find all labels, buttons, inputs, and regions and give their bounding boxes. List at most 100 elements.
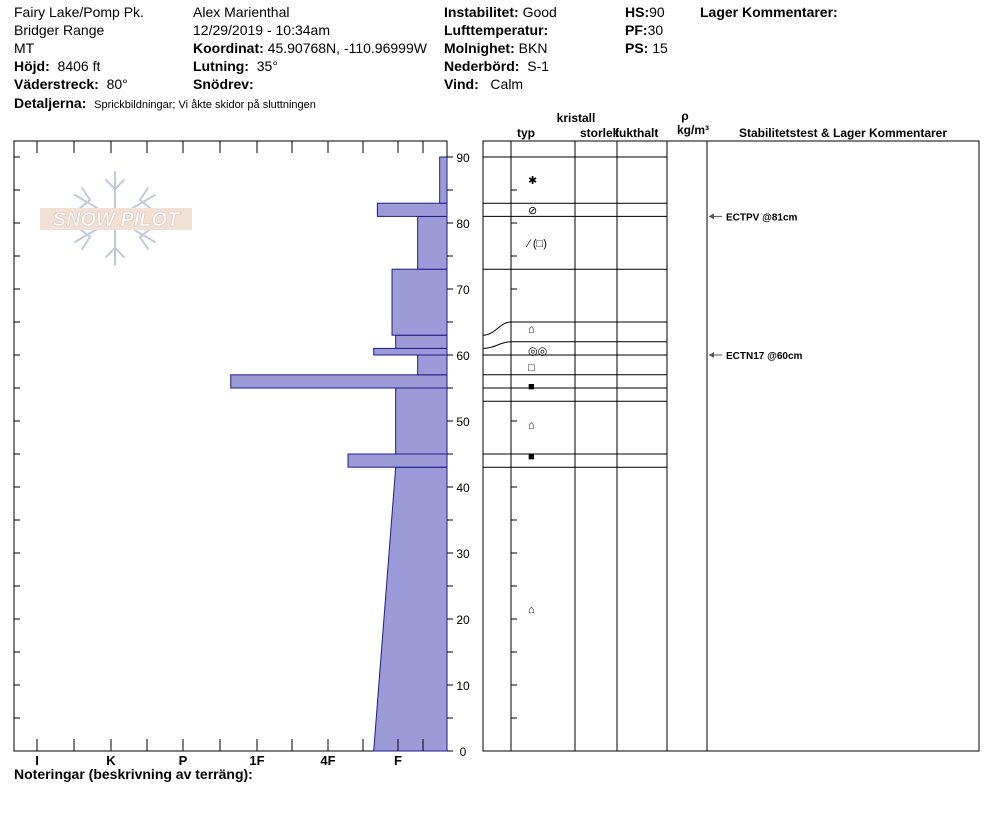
header-datetime: 12/29/2019 - 10:34am	[193, 21, 330, 39]
grain-type-symbol: ⌂	[528, 604, 535, 616]
layer-connector	[482, 321, 512, 336]
header-hs: HS:90	[625, 3, 665, 21]
grain-type-symbol: ■	[528, 381, 535, 393]
profile-layer-8	[417, 215, 448, 270]
y-tick-label: 50	[456, 415, 470, 429]
hs-label: HS:	[625, 4, 650, 20]
profile-layer-6	[395, 334, 448, 349]
header-instability: Instabilitet: Good	[444, 3, 557, 21]
coord-label: Koordinat:	[193, 40, 264, 56]
header-rho: ρ	[681, 109, 688, 123]
ps-value: 15	[652, 40, 668, 56]
header-wind: Vind: Calm	[444, 75, 523, 93]
wind-value: Calm	[490, 76, 524, 92]
profile-layer-2	[395, 387, 448, 455]
header-aspect: Väderstreck: 80°	[14, 75, 128, 93]
drift-label: Snödrev:	[193, 76, 254, 92]
header-range: Bridger Range	[14, 21, 104, 39]
aspect-label: Väderstreck:	[14, 76, 99, 92]
header-state: MT	[14, 39, 34, 57]
precip-label: Nederbörd:	[444, 58, 520, 74]
range: Bridger Range	[14, 22, 105, 38]
x-tick-label: K	[106, 753, 116, 768]
pf-label: PF:	[625, 22, 648, 38]
slope-label: Lutning:	[193, 58, 249, 74]
hardness-profile	[230, 156, 448, 752]
header-sky: Molnighet: BKN	[444, 39, 547, 57]
profile-layer-7	[391, 268, 448, 336]
y-tick-label: 90	[456, 151, 470, 165]
grain-type-symbol: ⁄ (□)	[525, 238, 547, 250]
y-tick-label: 0	[460, 745, 467, 759]
grain-type-symbol: ■	[528, 451, 535, 463]
test-arrowhead	[709, 213, 714, 220]
header-stability: Stabilitetstest & Lager Kommentarer	[739, 126, 947, 140]
header-coordinates: Koordinat: 45.90768N, -110.96999W	[193, 39, 427, 57]
hs-value: 90	[649, 4, 665, 20]
x-tick-label: F	[394, 753, 402, 768]
stability-test-label: ECTN17 @60cm	[726, 351, 803, 362]
header-ps: PS: 15	[625, 39, 668, 57]
sky-value: BKN	[518, 40, 548, 56]
location: Fairy Lake/Pomp Pk.	[14, 4, 144, 20]
test-arrowhead	[709, 352, 714, 358]
hardness-axis: I K P 1F 4F F	[35, 141, 424, 768]
ps-label: PS:	[625, 40, 649, 56]
y-tick-label: 80	[456, 217, 470, 231]
profile-layer-1	[347, 453, 448, 468]
aspect-value: 80°	[106, 76, 128, 92]
x-tick-label: I	[35, 753, 39, 768]
header-drift: Snödrev:	[193, 75, 254, 93]
header-airtemp: Lufttemperatur:	[444, 21, 548, 39]
header-density-unit: kg/m³	[677, 123, 709, 137]
pf-value: 30	[647, 22, 664, 38]
height-axis: 0 10 20 30 40 50 60 70 80 90	[14, 151, 517, 759]
datetime: 12/29/2019 - 10:34am	[193, 22, 330, 38]
instability-label: Instabilitet:	[444, 4, 519, 20]
header-moisture: fukthalt	[615, 126, 658, 140]
header-layer-comments: Lager Kommentarer:	[700, 3, 838, 21]
layer-table-frame	[482, 140, 980, 752]
grain-type-symbol: ✱	[528, 175, 537, 187]
grain-type-symbol: ⌂	[528, 324, 535, 336]
details-value: Sprickbildningar; Vi åkte skidor på slut…	[94, 99, 316, 111]
state: MT	[14, 40, 35, 56]
layer-comments-label: Lager Kommentarer:	[700, 4, 838, 20]
x-tick-label: 1F	[249, 753, 264, 768]
logo-text: SNOW PILOT	[53, 209, 181, 231]
airtemp-label: Lufttemperatur:	[444, 22, 549, 38]
wind-label: Vind:	[444, 76, 479, 92]
instability-value: Good	[522, 4, 557, 20]
slope-value: 35°	[256, 58, 278, 74]
profile-layer-3	[230, 374, 448, 389]
stability-test-label: ECTPV @81cm	[726, 212, 798, 223]
notes-label: Noteringar (beskrivning av terräng):	[14, 766, 253, 782]
header-crystal: kristall	[557, 111, 596, 125]
y-tick-label: 60	[456, 349, 470, 363]
profile-layer-10	[439, 156, 448, 204]
y-tick-label: 20	[456, 613, 470, 627]
snowpilot-logo: SNOW PILOT	[40, 171, 192, 266]
header-pf: PF:30	[625, 21, 663, 39]
y-tick-label: 10	[456, 679, 470, 693]
header-slope: Lutning: 35°	[193, 57, 278, 75]
precip-value: S-1	[527, 58, 550, 74]
header-elevation: Höjd: 8406 ft	[14, 57, 100, 75]
header-location: Fairy Lake/Pomp Pk.	[14, 3, 144, 21]
header-observer: Alex Marienthal	[193, 3, 290, 21]
x-tick-label: 4F	[320, 753, 335, 768]
profile-layer-4	[417, 354, 448, 376]
profile-layer-9	[376, 202, 448, 217]
y-tick-label: 70	[456, 283, 470, 297]
layer-table: ✱ ⊘ ⁄ (□) ⌂ ◎◎ □ ■ ⌂ ■ ⌂ ECTPV @81cm ECTN17 @60cm	[482, 156, 803, 616]
grain-type-symbol: ⊘	[528, 205, 537, 217]
header-precip: Nederbörd: S-1	[444, 57, 549, 75]
y-tick-label: 30	[456, 547, 470, 561]
grain-type-symbol: □	[528, 362, 535, 374]
elevation-label: Höjd:	[14, 58, 50, 74]
header-type: typ	[517, 126, 535, 140]
profile-layer-0	[373, 466, 448, 752]
details-label: Detaljerna:	[14, 95, 87, 111]
grain-type-symbol: ⌂	[528, 419, 535, 431]
